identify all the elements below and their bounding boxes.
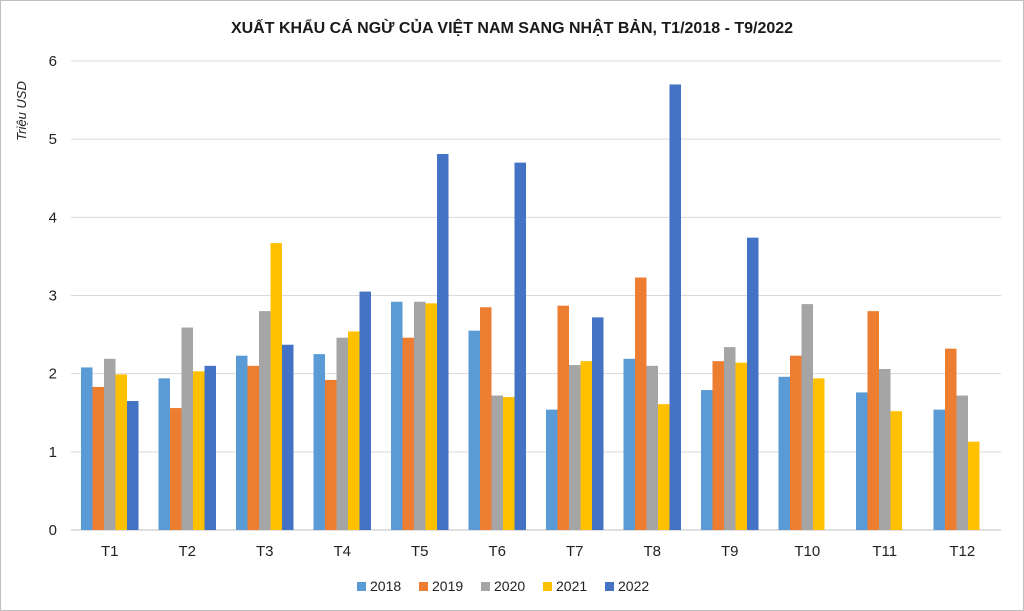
bar-2022-t4 [359, 291, 371, 530]
x-tick-label: T6 [488, 543, 506, 560]
bar-2021-t8 [658, 404, 670, 530]
bar-2018-t6 [468, 330, 480, 530]
y-tick-label: 1 [49, 444, 57, 461]
bar-2018-t2 [158, 378, 170, 530]
bar-2019-t10 [790, 355, 802, 530]
bar-2019-t2 [170, 408, 182, 530]
bar-2022-t5 [437, 154, 449, 531]
bar-2022-t6 [514, 162, 526, 530]
bar-2018-t11 [856, 392, 868, 530]
legend-swatch-2018 [357, 582, 366, 591]
bar-2018-t4 [313, 354, 325, 530]
bar-2021-t12 [968, 441, 980, 530]
bar-2019-t4 [325, 379, 337, 530]
bar-2021-t2 [193, 371, 205, 530]
bar-2020-t4 [336, 337, 348, 530]
bar-2019-t3 [247, 365, 259, 530]
bar-2022-t9 [747, 237, 759, 530]
bar-2022-t7 [592, 317, 604, 530]
bar-2022-t8 [669, 84, 681, 530]
y-tick-label: 3 [49, 288, 57, 305]
y-axis-ticks: 0 1 2 3 4 5 6 [49, 53, 57, 539]
bar-2019-t6 [480, 307, 492, 530]
legend: 2018 2019 2020 2021 2022 [357, 578, 649, 594]
x-tick-label: T7 [566, 543, 584, 560]
bar-2020-t3 [259, 311, 271, 530]
bar-2020-t8 [646, 365, 658, 530]
y-tick-label: 0 [49, 522, 57, 539]
x-axis-ticks: T1 T2 T3 T4 T5 T6 T7 T8 T9 T10 T11 T12 [101, 543, 975, 560]
bar-2020-t1 [104, 358, 116, 530]
bar-2018-t9 [701, 390, 713, 530]
chart-title: XUẤT KHẨU CÁ NGỪ CỦA VIỆT NAM SANG NHẬT … [231, 18, 793, 37]
x-tick-label: T1 [101, 543, 119, 560]
bar-2018-t8 [623, 358, 635, 530]
legend-label: 2019 [432, 578, 463, 594]
y-tick-label: 6 [49, 53, 57, 70]
legend-swatch-2022 [605, 582, 614, 591]
x-tick-label: T11 [872, 543, 897, 560]
bar-2020-t11 [879, 368, 891, 530]
y-tick-label: 2 [49, 366, 57, 383]
legend-swatch-2020 [481, 582, 490, 591]
legend-label: 2021 [556, 578, 587, 594]
bars [81, 84, 980, 531]
bar-2019-t5 [402, 337, 414, 530]
bar-2020-t9 [724, 347, 736, 530]
bar-2021-t3 [270, 243, 282, 530]
bar-2019-t9 [712, 361, 724, 530]
bar-2020-t6 [491, 395, 503, 530]
bar-2020-t12 [956, 395, 968, 530]
bar-2021-t1 [115, 374, 127, 530]
bar-2020-t2 [181, 327, 193, 530]
bar-2018-t1 [81, 367, 93, 530]
legend-swatch-2021 [543, 582, 552, 591]
bar-2021-t4 [348, 331, 360, 530]
bar-2021-t6 [503, 397, 515, 530]
x-tick-label: T10 [794, 543, 820, 560]
bar-2019-t7 [557, 305, 569, 530]
legend-label: 2020 [494, 578, 525, 594]
legend-label: 2018 [370, 578, 401, 594]
bar-2021-t11 [890, 411, 902, 530]
x-tick-label: T4 [333, 543, 351, 560]
bar-2018-t3 [236, 355, 248, 530]
y-tick-label: 5 [49, 131, 57, 148]
bar-2020-t7 [569, 365, 581, 530]
bar-2018-t10 [778, 376, 790, 530]
x-tick-label: T3 [256, 543, 274, 560]
bar-2019-t8 [635, 277, 647, 530]
x-tick-label: T9 [721, 543, 739, 560]
legend-label: 2022 [618, 578, 649, 594]
bar-2022-t3 [282, 344, 294, 530]
x-tick-label: T8 [643, 543, 661, 560]
bar-2020-t5 [414, 301, 426, 530]
bar-2021-t10 [813, 378, 825, 530]
x-tick-label: T12 [949, 543, 975, 560]
bar-2020-t10 [801, 304, 813, 530]
bar-2019-t1 [92, 386, 104, 530]
x-tick-label: T5 [411, 543, 429, 560]
y-tick-label: 4 [49, 209, 57, 226]
bar-2018-t12 [933, 409, 945, 530]
bar-2019-t11 [867, 311, 879, 530]
gridlines [71, 60, 1001, 531]
y-axis-label: Triệu USD [14, 81, 29, 141]
bar-2018-t5 [391, 301, 403, 530]
bar-2021-t5 [425, 303, 437, 530]
bar-2022-t1 [127, 401, 139, 530]
legend-swatch-2019 [419, 582, 428, 591]
bar-2021-t9 [735, 362, 747, 530]
bar-2019-t12 [945, 348, 957, 530]
bar-2021-t7 [580, 361, 592, 530]
x-tick-label: T2 [178, 543, 196, 560]
bar-2018-t7 [546, 409, 558, 530]
bar-2022-t2 [204, 365, 216, 530]
